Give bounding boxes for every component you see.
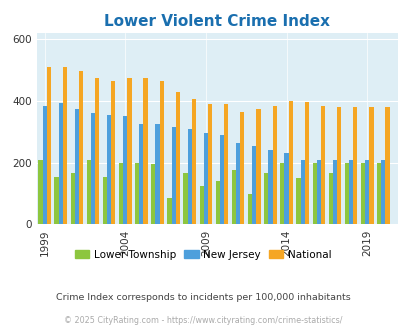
Bar [344, 163, 348, 224]
Bar [247, 193, 252, 224]
Bar [183, 174, 187, 224]
Bar [264, 174, 268, 224]
Bar [316, 160, 320, 224]
Bar [111, 81, 115, 224]
Bar [87, 160, 91, 224]
Bar [155, 124, 159, 224]
Bar [256, 109, 260, 224]
Bar [328, 174, 332, 224]
Bar [240, 112, 244, 224]
Bar [252, 146, 256, 224]
Bar [203, 133, 207, 224]
Bar [348, 160, 352, 224]
Bar [143, 78, 147, 224]
Bar [151, 164, 155, 224]
Bar [360, 163, 364, 224]
Bar [336, 107, 341, 224]
Bar [58, 103, 63, 224]
Bar [91, 113, 95, 224]
Bar [139, 124, 143, 224]
Bar [364, 160, 369, 224]
Bar [268, 150, 272, 224]
Bar [127, 78, 131, 224]
Bar [175, 92, 179, 224]
Bar [63, 67, 67, 224]
Bar [279, 163, 284, 224]
Bar [135, 163, 139, 224]
Bar [207, 104, 212, 224]
Bar [43, 106, 47, 224]
Bar [70, 174, 75, 224]
Bar [171, 127, 175, 224]
Bar [215, 181, 220, 224]
Text: © 2025 CityRating.com - https://www.cityrating.com/crime-statistics/: © 2025 CityRating.com - https://www.city… [64, 315, 341, 325]
Bar [47, 67, 51, 224]
Bar [235, 143, 240, 224]
Bar [272, 106, 276, 224]
Bar [119, 163, 123, 224]
Bar [288, 101, 292, 224]
Bar [79, 71, 83, 224]
Bar [224, 104, 228, 224]
Title: Lower Violent Crime Index: Lower Violent Crime Index [104, 14, 329, 29]
Bar [384, 107, 389, 224]
Bar [332, 160, 336, 224]
Bar [376, 163, 380, 224]
Bar [107, 115, 111, 224]
Bar [284, 153, 288, 224]
Bar [123, 116, 127, 224]
Bar [304, 102, 308, 224]
Bar [369, 107, 373, 224]
Bar [320, 106, 324, 224]
Legend: Lower Township, New Jersey, National: Lower Township, New Jersey, National [70, 246, 335, 264]
Bar [187, 129, 192, 224]
Bar [300, 160, 304, 224]
Bar [54, 177, 58, 224]
Bar [75, 109, 79, 224]
Bar [167, 198, 171, 224]
Bar [38, 160, 43, 224]
Bar [159, 81, 163, 224]
Bar [380, 160, 384, 224]
Bar [312, 163, 316, 224]
Bar [102, 177, 107, 224]
Bar [296, 178, 300, 224]
Bar [199, 186, 203, 224]
Bar [352, 107, 356, 224]
Bar [231, 170, 235, 224]
Text: Crime Index corresponds to incidents per 100,000 inhabitants: Crime Index corresponds to incidents per… [55, 292, 350, 302]
Bar [192, 99, 196, 224]
Bar [220, 135, 224, 224]
Bar [95, 78, 99, 224]
